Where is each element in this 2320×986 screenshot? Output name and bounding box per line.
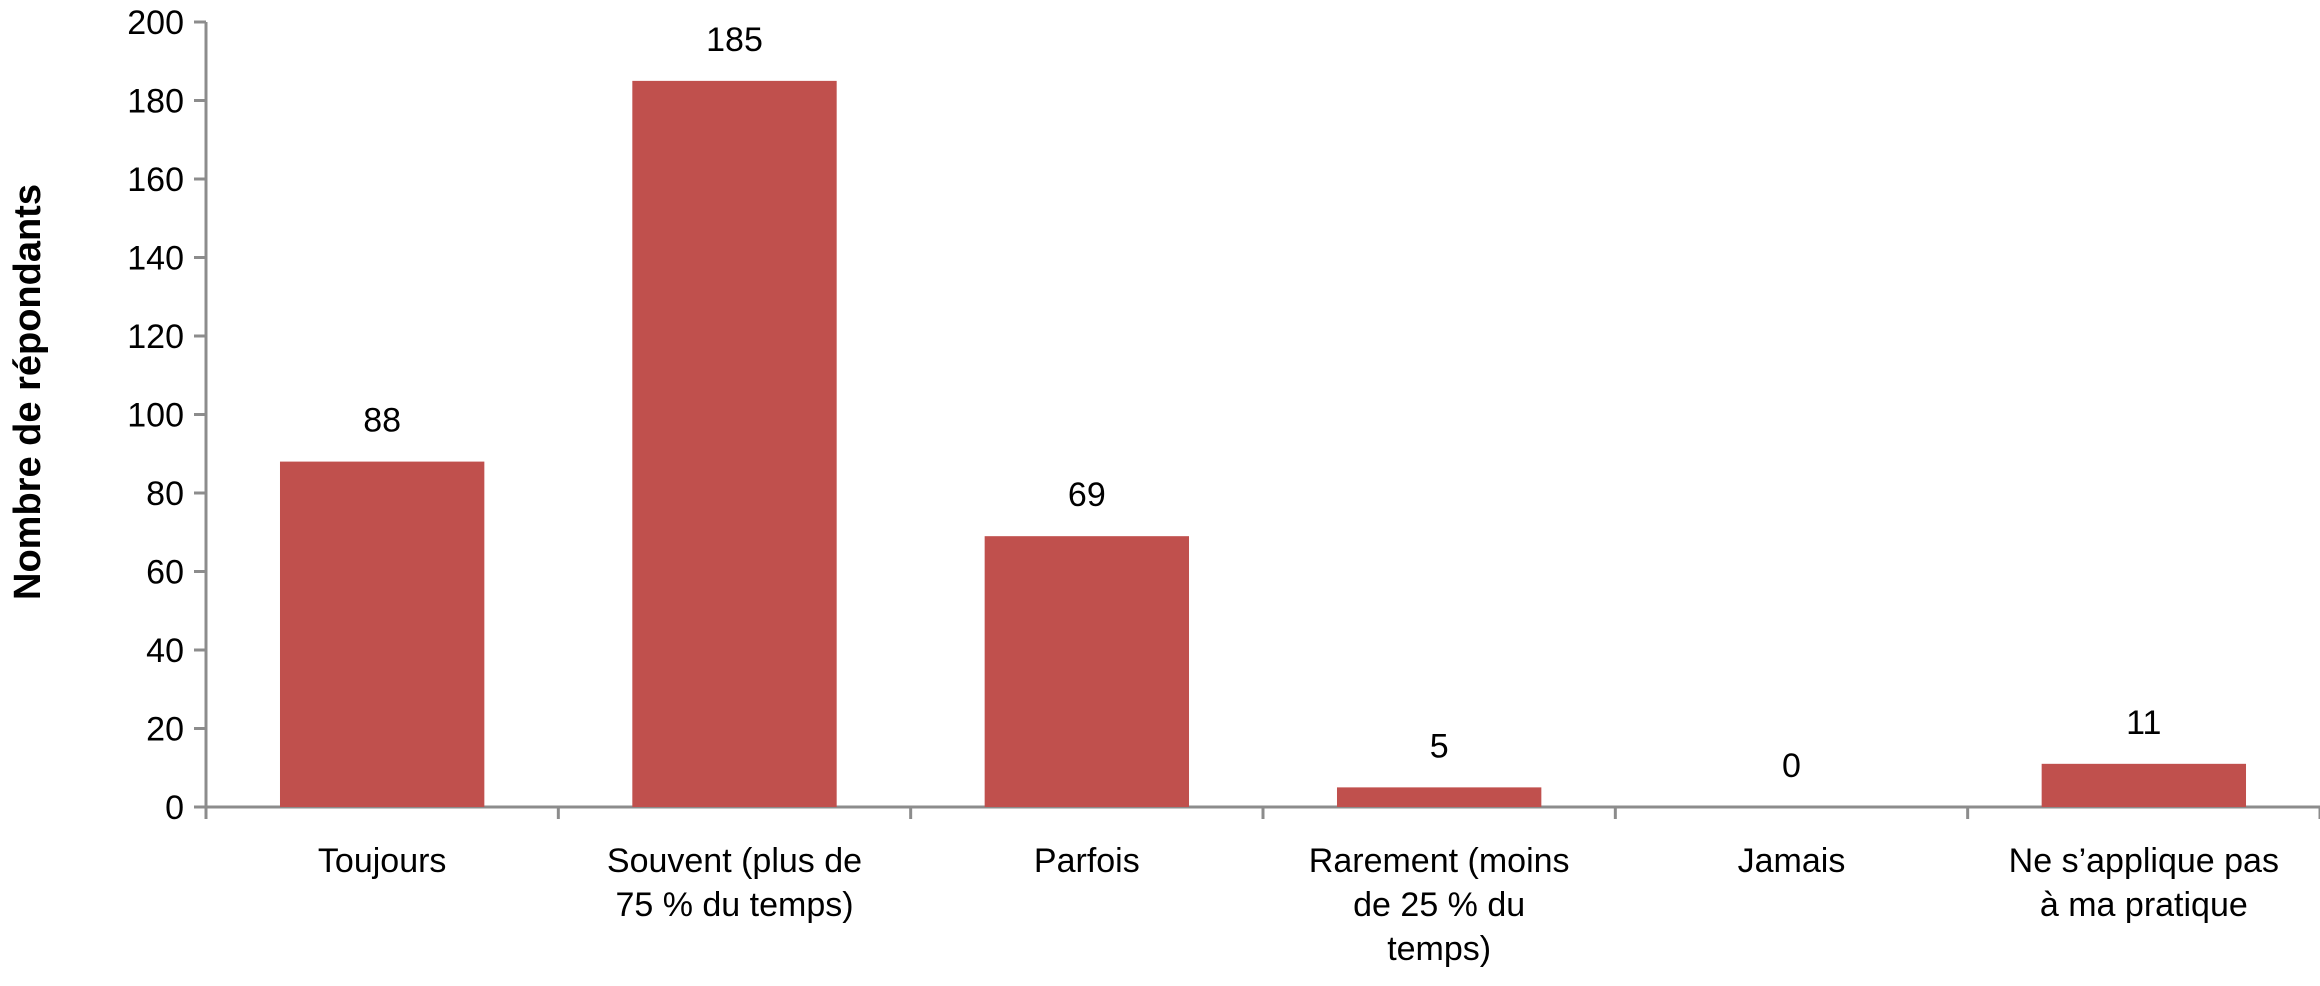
y-tick-label: 80 — [146, 475, 184, 513]
y-tick-label: 160 — [127, 161, 184, 199]
x-axis — [204, 805, 2320, 819]
y-tick-label: 60 — [146, 554, 184, 592]
bar-series — [279, 80, 2247, 807]
y-axis: 0 20 40 60 80 100 120 140 160 180 200 — [127, 4, 208, 827]
data-label: 11 — [2126, 704, 2161, 742]
y-tick-label: 40 — [146, 632, 184, 670]
category-label: Souvent (plus de 75 % du temps) — [607, 842, 862, 924]
y-tick-label: 200 — [127, 4, 184, 42]
y-tick-label: 180 — [127, 83, 184, 121]
category-label: Jamais — [1738, 842, 1846, 880]
data-labels: 88 185 69 5 0 11 — [363, 21, 2161, 785]
bar — [279, 461, 485, 807]
category-labels: Toujours Souvent (plus de 75 % du temps) Pa… — [318, 842, 2279, 968]
data-label: 5 — [1430, 727, 1449, 765]
y-tick-label: 100 — [127, 397, 184, 435]
data-label: 88 — [363, 402, 401, 440]
y-tick-label: 20 — [146, 711, 184, 749]
category-label: Ne s’applique pas à ma pratique — [2009, 842, 2279, 924]
y-tick-label: 140 — [127, 240, 184, 278]
data-label: 69 — [1068, 476, 1106, 514]
category-label: Parfois — [1034, 842, 1140, 880]
bar — [2041, 763, 2247, 807]
y-axis-title: Nombre de répondants — [7, 184, 49, 600]
bar — [632, 80, 837, 807]
category-label: Toujours — [318, 842, 447, 880]
y-tick-label: 0 — [165, 789, 184, 827]
data-label: 185 — [706, 21, 763, 59]
data-label: 0 — [1782, 747, 1801, 785]
category-label: Rarement (moins de 25 % du temps) — [1309, 842, 1570, 968]
bar — [1336, 787, 1542, 807]
y-tick-label: 120 — [127, 318, 184, 356]
bar — [984, 536, 1190, 807]
